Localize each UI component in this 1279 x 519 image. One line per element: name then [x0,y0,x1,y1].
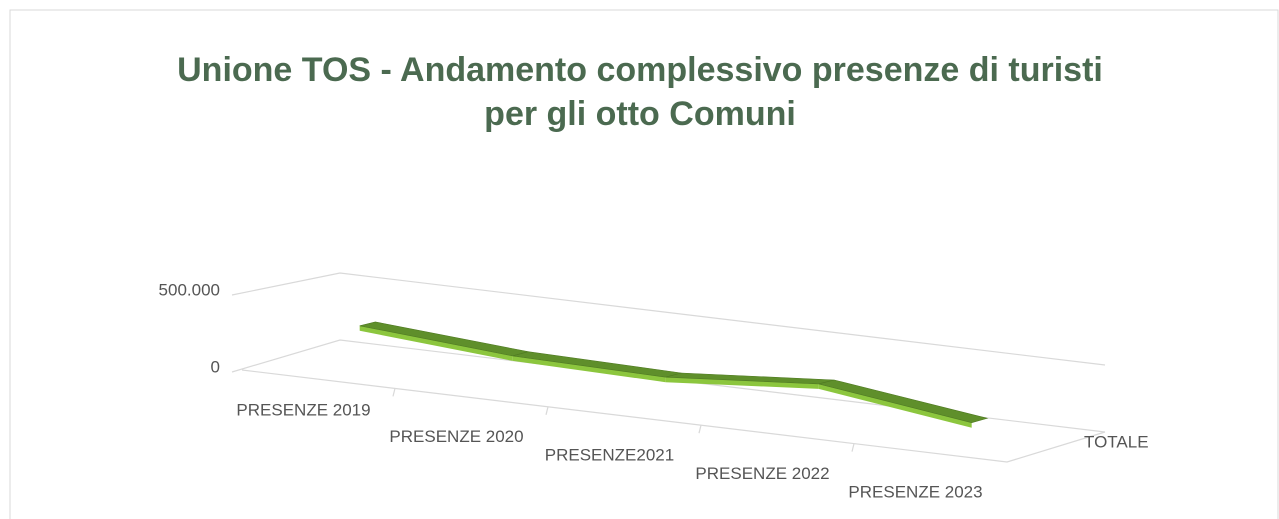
series-ribbon [359,321,989,428]
x-tick-label: PRESENZE 2020 [389,427,523,446]
chart-frame [9,9,1279,519]
ribbon-side [512,355,666,383]
grid-line [231,272,1106,366]
ribbon-side [818,383,972,428]
category-tick [851,443,855,452]
x-tick-label: PRESENZE 2019 [236,401,370,420]
series-label: TOTALE [1084,432,1149,451]
y-tick-label: 0 [211,357,220,376]
x-tick-label: PRESENZE 2022 [695,464,829,483]
grid-line [231,339,1106,433]
ribbon-side [359,325,513,361]
category-tick [698,425,702,434]
x-tick-label: PRESENZE 2023 [848,482,982,501]
y-tick-label: 500.000 [159,280,220,299]
ribbon-segment [818,379,989,424]
x-tick-label: PRESENZE2021 [545,445,674,464]
chart-title: Unione TOS - Andamento complessivo prese… [177,51,1103,133]
ribbon-side [665,377,819,389]
category-axis [241,369,1106,463]
category-tick [545,406,549,415]
category-tick [392,388,396,397]
